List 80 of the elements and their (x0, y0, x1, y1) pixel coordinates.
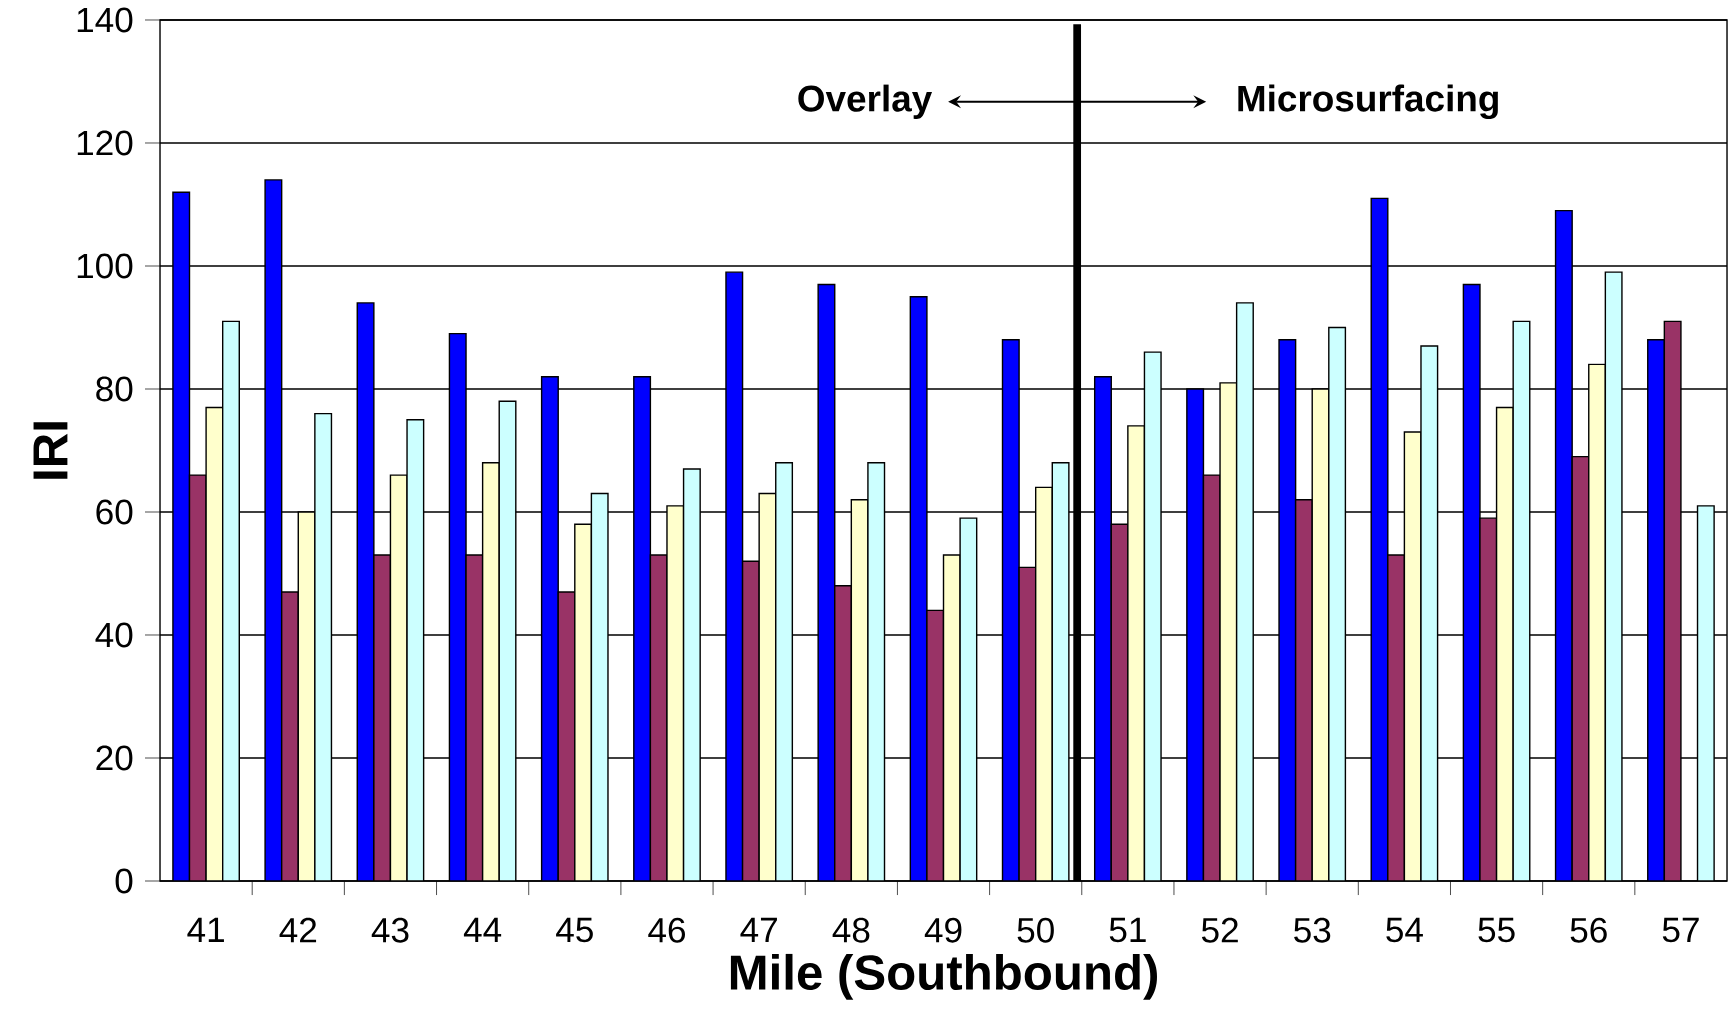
bar (1512, 320, 1531, 881)
y-tick-label: 60 (96, 499, 133, 525)
y-tick-label: 100 (77, 253, 133, 279)
x-tick-label: 50 (1017, 917, 1054, 943)
bar (1051, 462, 1070, 881)
bar (590, 492, 609, 881)
bar (682, 468, 701, 881)
bar (1143, 351, 1162, 881)
bar (1278, 339, 1297, 881)
x-tick-label: 42 (279, 917, 317, 943)
annotation: Overlay (798, 84, 933, 119)
bar (406, 419, 425, 881)
bar (1235, 302, 1254, 881)
x-tick-label: 49 (924, 917, 962, 943)
bar (1294, 498, 1313, 881)
x-tick-label: 52 (1201, 917, 1238, 943)
bar (1370, 197, 1389, 881)
bar (465, 554, 484, 881)
bar (448, 332, 467, 881)
bar (280, 591, 299, 881)
y-tick-label: 0 (115, 868, 133, 894)
bar (498, 400, 517, 881)
bar (221, 320, 240, 881)
y-tick-label: 140 (77, 7, 133, 33)
bar (172, 191, 191, 881)
x-tick-label: 51 (1109, 917, 1146, 943)
bar (1420, 345, 1439, 881)
bar (264, 179, 283, 881)
x-tick-label: 54 (1386, 917, 1423, 943)
y-tick-label: 40 (95, 622, 133, 648)
bar (1093, 375, 1112, 881)
bar (775, 462, 794, 881)
x-tick-label: 56 (1570, 917, 1607, 943)
bar (1202, 474, 1221, 881)
y-axis-title: IRI (33, 422, 68, 479)
x-tick-label: 55 (1478, 917, 1515, 943)
bar (1696, 505, 1715, 881)
x-tick-label: 53 (1294, 917, 1331, 943)
bar (1186, 388, 1205, 881)
x-tick-label: 44 (463, 917, 502, 942)
x-tick-label: 43 (371, 917, 409, 943)
x-tick-label: 47 (740, 917, 777, 942)
bar (1462, 283, 1481, 881)
bar (834, 585, 853, 881)
bar (1001, 339, 1020, 881)
bar (649, 554, 668, 881)
bar (1328, 326, 1347, 881)
bar (817, 283, 836, 881)
bar (356, 302, 375, 881)
x-tick-label: 48 (832, 917, 870, 943)
y-tick-label: 20 (96, 745, 133, 771)
bar (540, 375, 559, 881)
bar (1647, 339, 1666, 881)
x-axis-title: Mile (Southbound) (730, 953, 1157, 1000)
y-tick-label: 120 (77, 130, 133, 156)
annotation: Microsurfacing (1238, 84, 1498, 120)
bar (1604, 271, 1623, 881)
bar (633, 375, 652, 881)
x-tick-label: 46 (648, 917, 685, 943)
bar (188, 474, 207, 881)
bar (1387, 554, 1406, 881)
bar (373, 554, 392, 881)
bar (1571, 455, 1590, 881)
x-tick-label: 41 (187, 917, 224, 942)
bar (314, 412, 333, 881)
x-tick-label: 45 (556, 917, 593, 943)
y-tick-label: 80 (96, 376, 133, 402)
bar (867, 462, 886, 881)
x-tick-label: 57 (1662, 917, 1699, 943)
bar (1110, 523, 1129, 881)
bar (1554, 209, 1573, 881)
bar (909, 296, 928, 881)
bar (926, 609, 945, 881)
bar (725, 271, 744, 881)
bar (557, 591, 576, 881)
bar (1018, 566, 1037, 881)
bar (959, 517, 978, 881)
bar (1663, 320, 1682, 881)
bar (741, 560, 760, 881)
bar (1479, 517, 1498, 881)
